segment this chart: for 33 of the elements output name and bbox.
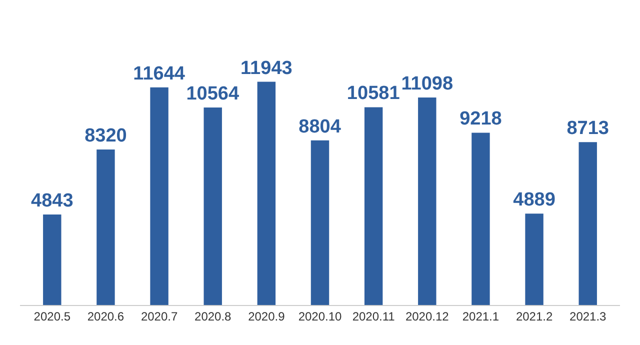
- bar: [364, 107, 383, 305]
- data-label: 10564: [186, 84, 240, 105]
- bar: [257, 82, 276, 305]
- bar: [204, 108, 222, 305]
- x-tick-label: 2021.3: [570, 309, 607, 324]
- data-label: 8804: [298, 116, 342, 138]
- x-tick-label: 2020.9: [248, 309, 286, 324]
- x-tick-label: 2020.10: [298, 309, 342, 324]
- data-label: 4889: [513, 190, 556, 211]
- bar: [472, 132, 490, 305]
- x-tick-label: 2021.2: [516, 309, 553, 324]
- data-label: 11644: [133, 63, 186, 84]
- data-label: 11943: [240, 58, 292, 79]
- x-tick-label: 2020.7: [140, 309, 178, 324]
- bar: [310, 140, 330, 305]
- bar: [150, 87, 168, 305]
- bar: [43, 214, 62, 305]
- x-tick-label: 2021.1: [462, 309, 500, 324]
- x-tick-label: 2020.5: [34, 309, 71, 324]
- x-tick-label: 2020.11: [352, 309, 396, 324]
- bar: [418, 98, 436, 305]
- data-label: 8713: [566, 118, 609, 140]
- bar: [96, 149, 115, 305]
- bar: [525, 214, 544, 305]
- x-tick-label: 2020.6: [87, 309, 124, 324]
- data-label: 8320: [84, 125, 127, 146]
- data-label: 11098: [401, 74, 454, 95]
- data-label: 10581: [346, 83, 400, 104]
- x-tick-label: 2020.12: [405, 309, 450, 324]
- x-tick-label: 2020.8: [194, 309, 232, 324]
- data-label: 9218: [460, 108, 502, 130]
- data-label: 4843: [31, 190, 74, 212]
- bar: [578, 142, 597, 305]
